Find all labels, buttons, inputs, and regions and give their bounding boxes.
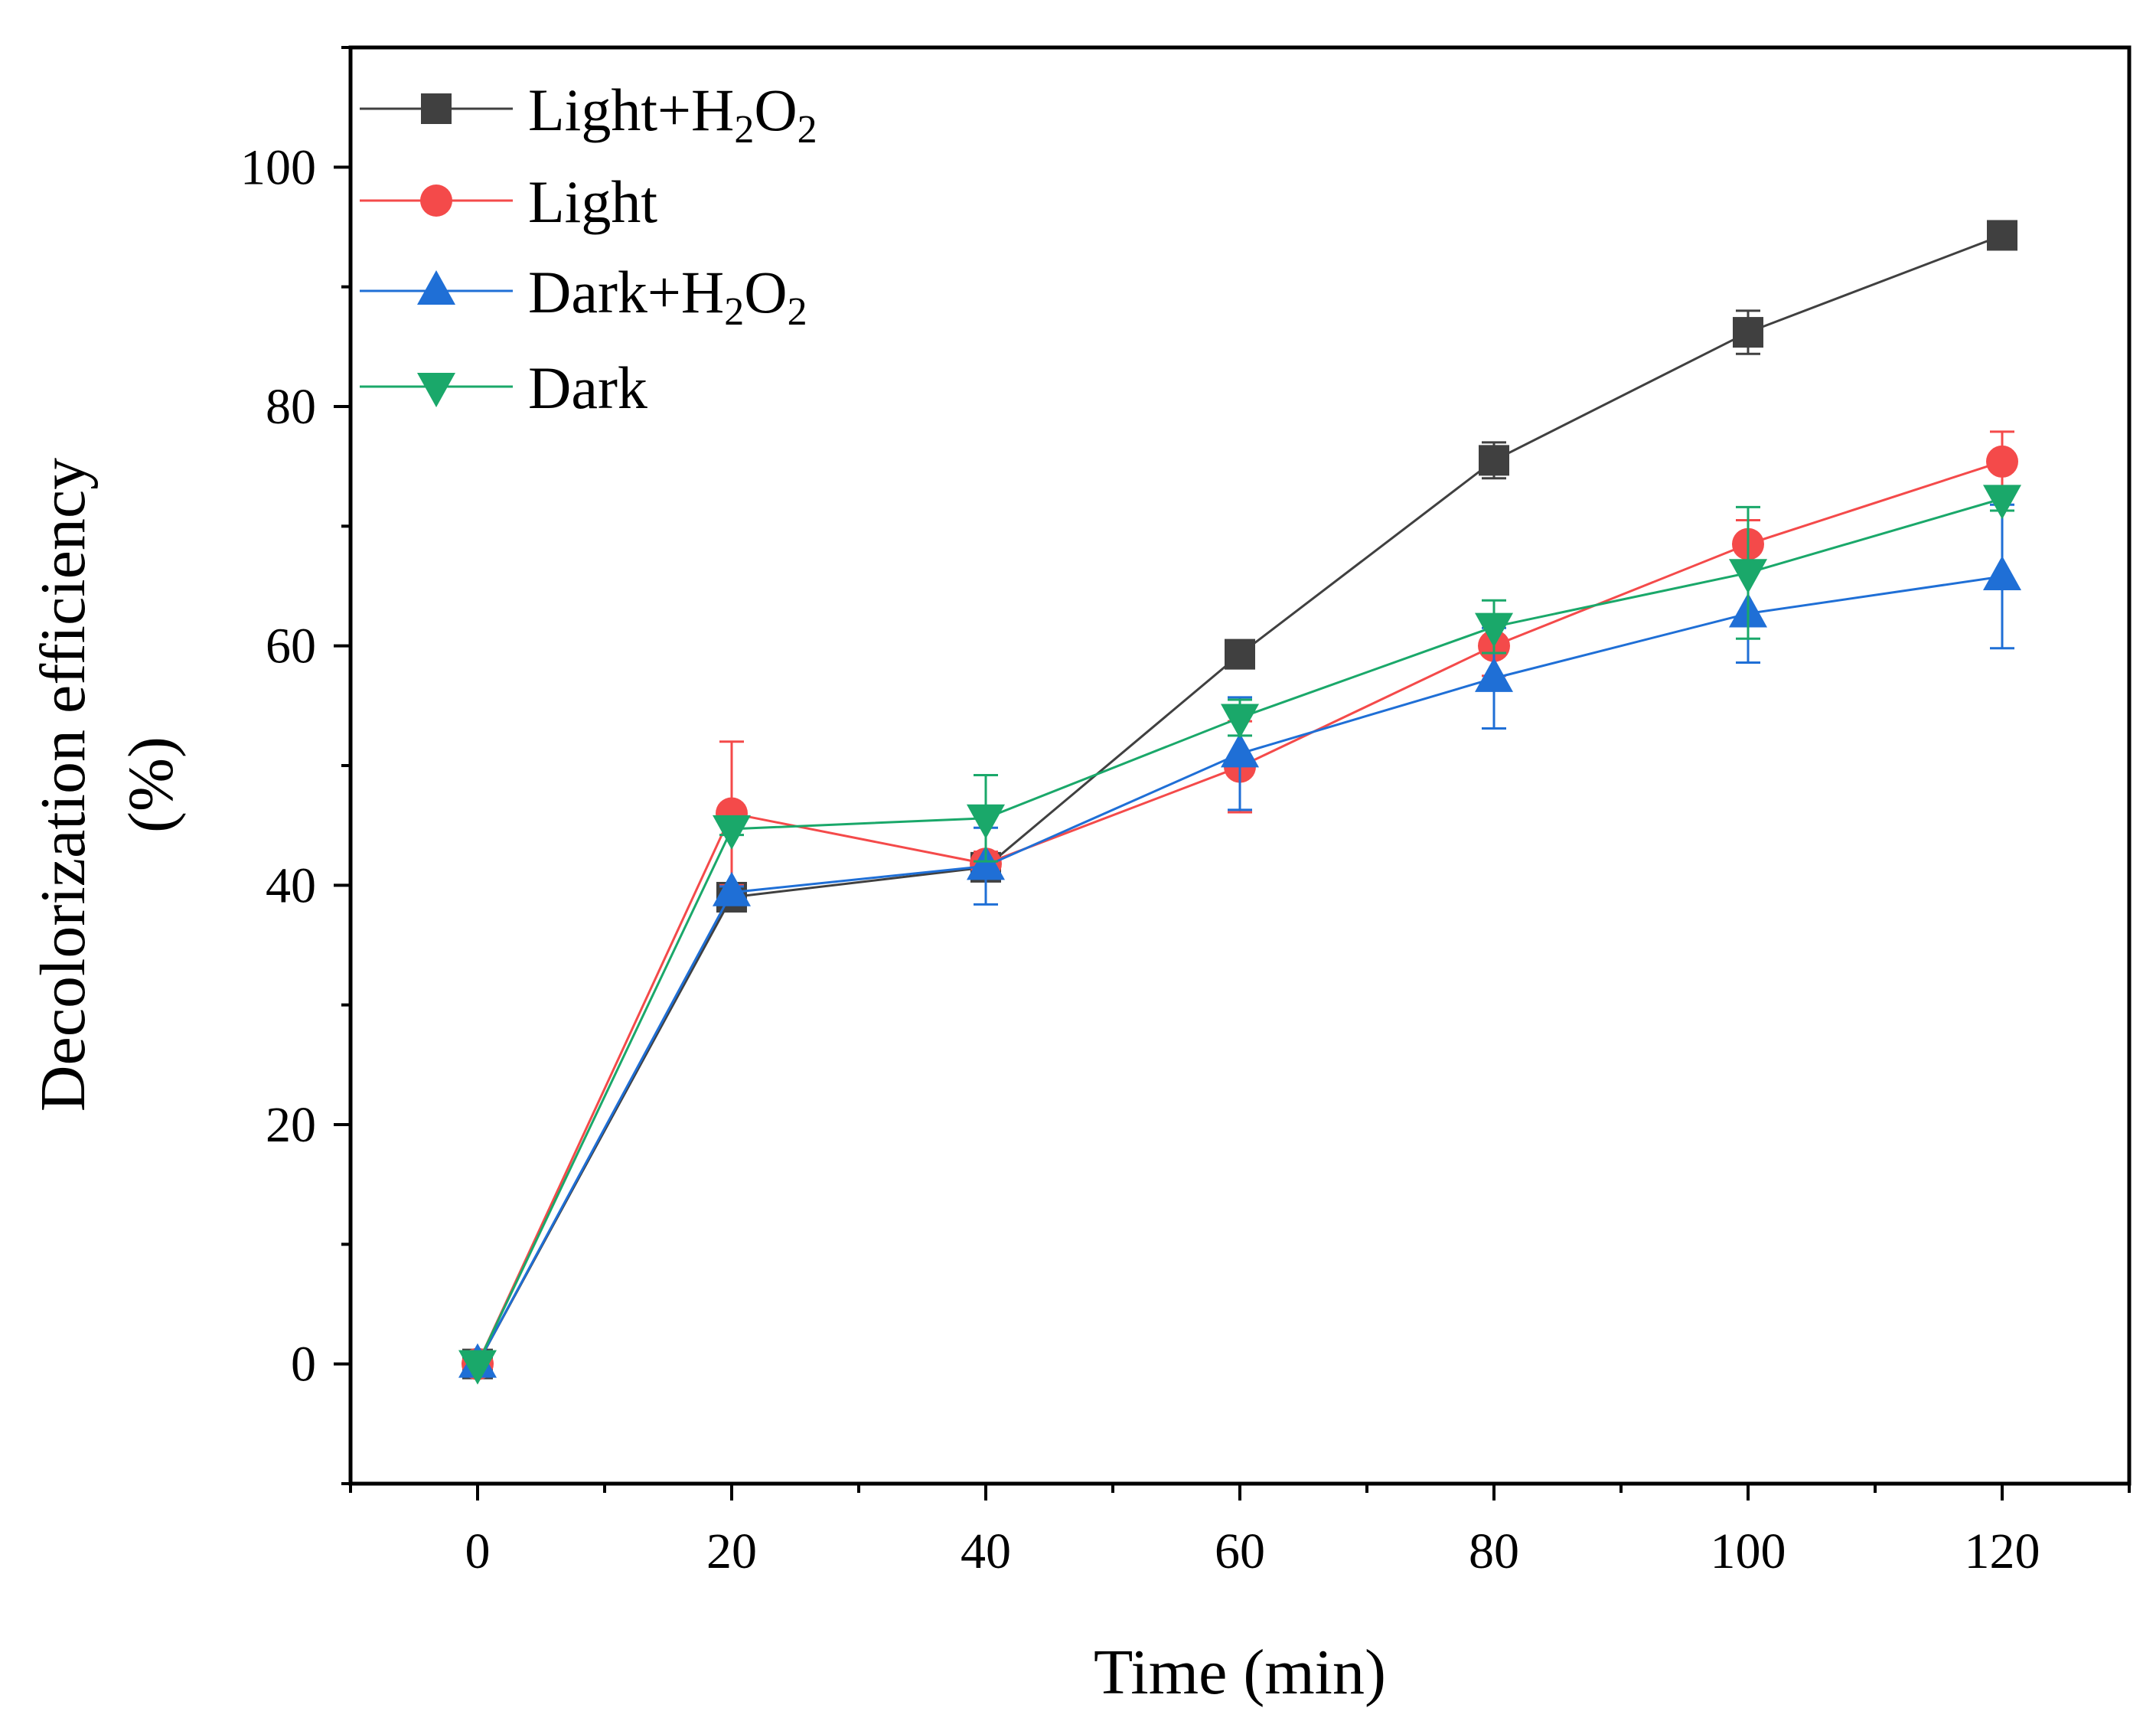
data-point (1983, 485, 2021, 520)
x-tick-label: 100 (1711, 1523, 1786, 1579)
y-tick-label: 40 (266, 857, 316, 913)
data-point (1221, 704, 1259, 739)
data-point (1733, 317, 1763, 348)
x-tick-label: 0 (465, 1523, 491, 1579)
data-point (1221, 733, 1259, 768)
legend-item: Dark+H2O2 (360, 259, 807, 334)
series-layer (458, 220, 2021, 1385)
legend-item: Dark (360, 354, 647, 421)
y-tick-label: 20 (266, 1097, 316, 1153)
data-point (967, 804, 1005, 839)
data-point (1983, 555, 2021, 590)
x-tick-label: 20 (706, 1523, 757, 1579)
series-line (476, 460, 2003, 1365)
data-point (967, 845, 1005, 880)
x-tick-label: 80 (1469, 1523, 1519, 1579)
y-tick-label: 0 (291, 1337, 316, 1393)
legend-label: Dark+H2O2 (528, 259, 807, 334)
data-point (458, 1350, 497, 1385)
x-tick-label: 40 (961, 1523, 1011, 1579)
legend: Light+H2O2 Light Dark+H2O2 Dark (360, 77, 817, 421)
y-axis-title: Decolorization efficiency (%) (28, 458, 187, 1112)
x-tick-label: 120 (1965, 1523, 2040, 1579)
series-line (476, 497, 2003, 1365)
data-point (1475, 657, 1513, 692)
y-axis-title-line1: Decolorization efficiency (28, 458, 99, 1112)
legend-marker (420, 185, 452, 217)
data-point (1987, 220, 2017, 251)
data-point (1475, 612, 1513, 648)
series-dark (458, 485, 2021, 1385)
axis-ticks: 0 20 40 60 80 100 120 0 20 40 60 80 100 (240, 46, 2131, 1579)
y-axis-title-line2: (%) (116, 736, 187, 833)
legend-item: Light (360, 168, 657, 235)
data-point (1729, 559, 1767, 594)
x-tick-label: 60 (1215, 1523, 1265, 1579)
legend-marker (421, 93, 452, 124)
legend-label: Dark (528, 354, 647, 421)
legend-label: Light+H2O2 (528, 77, 817, 152)
data-point (713, 815, 751, 850)
legend-item: Light+H2O2 (360, 77, 817, 152)
legend-label: Light (528, 168, 657, 235)
x-axis-title: Time (min) (1094, 1637, 1386, 1708)
y-tick-label: 100 (240, 139, 316, 195)
series-line (476, 575, 2003, 1365)
data-point (1225, 638, 1255, 670)
data-point (1986, 445, 2018, 478)
legend-marker (417, 270, 455, 305)
data-point (1479, 445, 1509, 476)
y-tick-label: 60 (266, 619, 316, 674)
legend-marker (417, 373, 455, 407)
y-tick-label: 80 (266, 379, 316, 435)
data-point (713, 871, 751, 906)
series-dark-h2o2 (458, 503, 2021, 1378)
